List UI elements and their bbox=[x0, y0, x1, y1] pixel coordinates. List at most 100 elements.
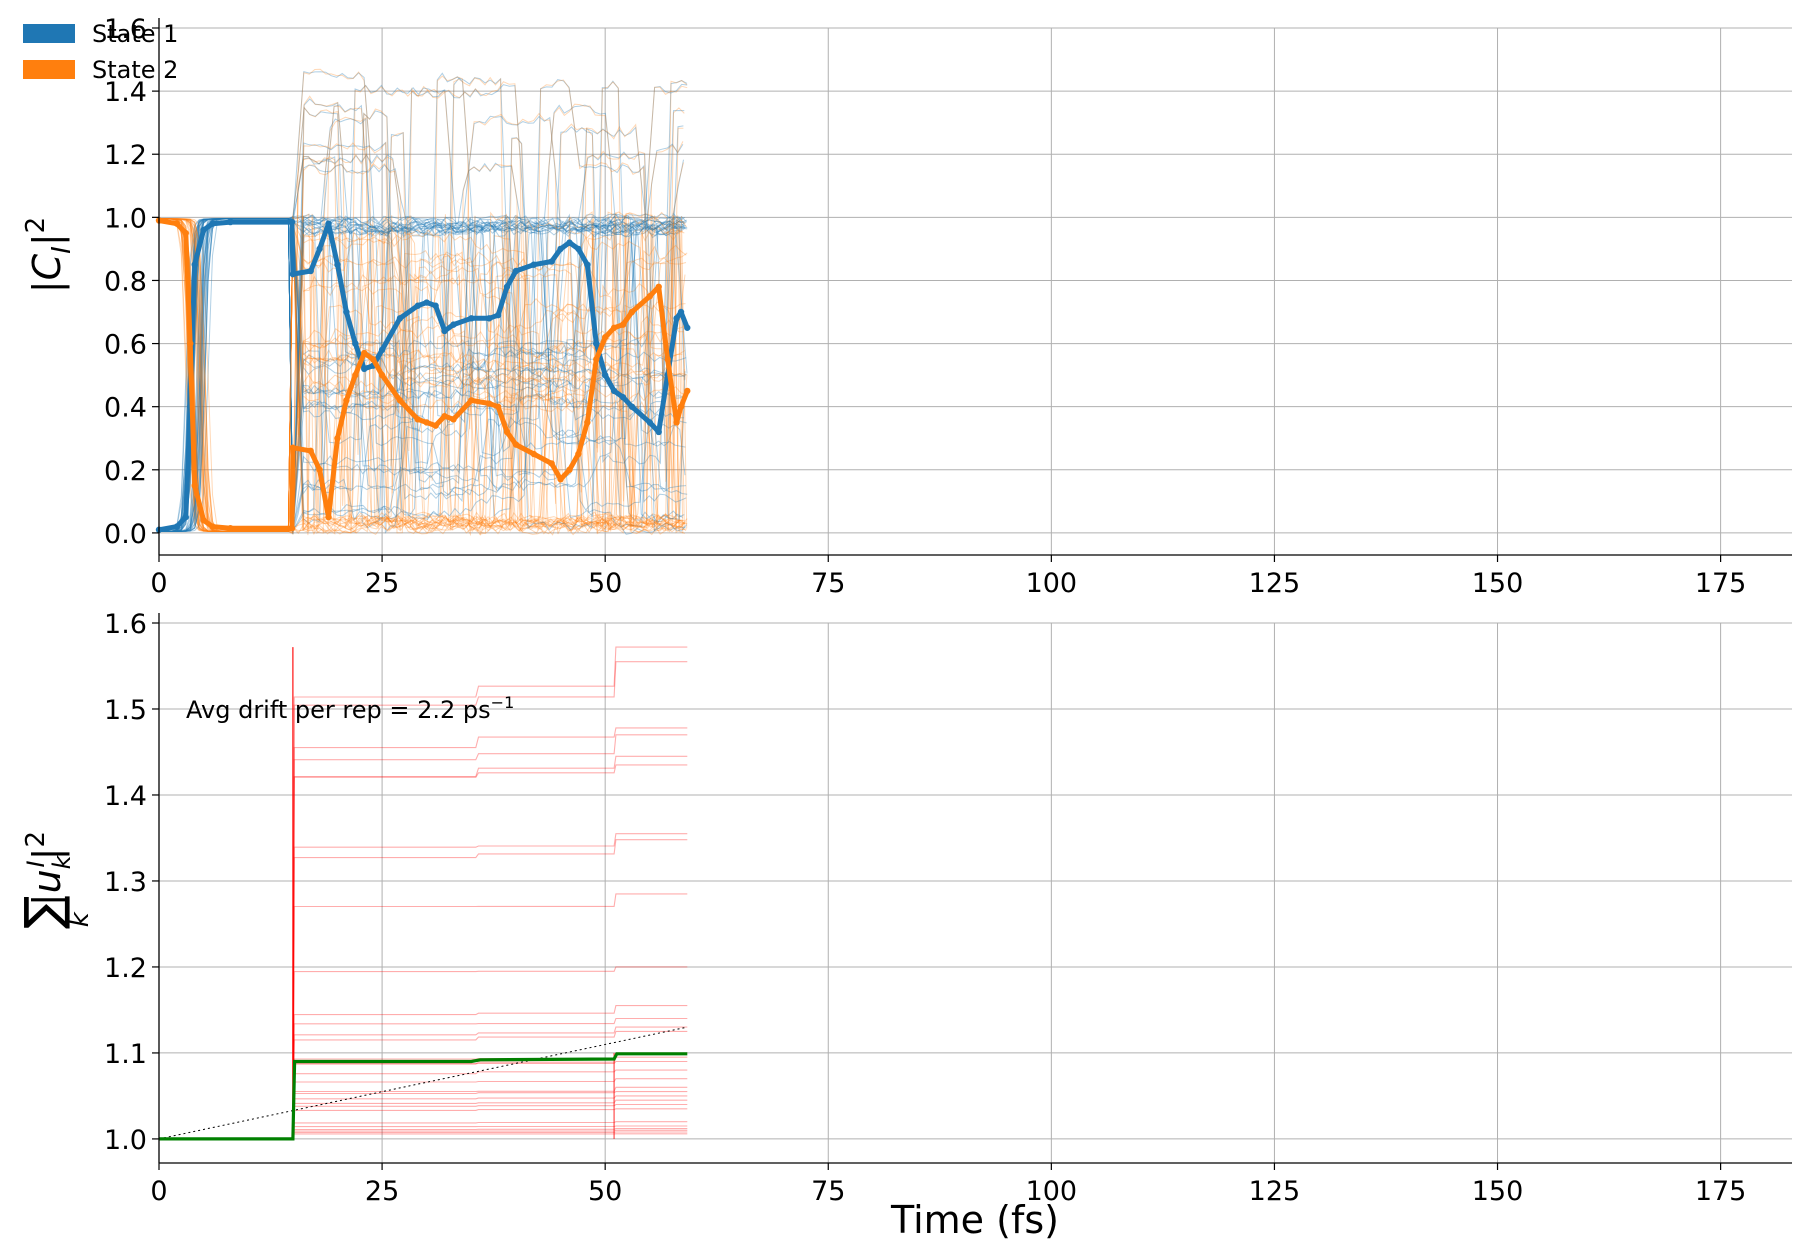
series-point-state-2 bbox=[182, 229, 189, 237]
state-2-replica-trace bbox=[159, 103, 688, 535]
state-2-replica-trace bbox=[159, 132, 688, 535]
state-1-replica-trace bbox=[159, 216, 685, 532]
state-1-replica-trace bbox=[159, 154, 687, 532]
series-point-state-1 bbox=[182, 513, 189, 521]
state-1-replica-trace bbox=[159, 83, 688, 532]
series-point-state-1 bbox=[378, 346, 386, 354]
series-point-state-2 bbox=[619, 321, 627, 328]
state-2-replica-trace bbox=[159, 214, 685, 536]
y-tick-label: 1.4 bbox=[104, 77, 147, 108]
state-1-replica-trace bbox=[159, 218, 686, 534]
series-point-state-1 bbox=[227, 218, 234, 226]
state-1-replica-trace bbox=[159, 214, 683, 532]
state-2-replica-trace bbox=[159, 215, 687, 535]
y-tick-label: 1.0 bbox=[104, 1125, 147, 1156]
series-point-state-1 bbox=[361, 365, 368, 373]
series-point-state-1 bbox=[352, 340, 359, 347]
state-2-replica-trace bbox=[159, 215, 686, 534]
series-point-state-1 bbox=[316, 245, 323, 253]
series-point-state-1 bbox=[450, 321, 457, 328]
state-1-replica-trace bbox=[159, 141, 686, 532]
series-point-state-1 bbox=[396, 315, 404, 322]
legend-label-state-2: State 2 bbox=[92, 56, 178, 84]
series-point-state-2 bbox=[361, 349, 368, 357]
y-tick-label: 1.5 bbox=[104, 695, 147, 726]
state-2-replica-trace bbox=[159, 214, 685, 532]
series-point-state-1 bbox=[288, 218, 296, 226]
replica-trace bbox=[159, 893, 688, 1140]
series-point-state-1 bbox=[566, 239, 573, 246]
top-panel-mean-series bbox=[155, 217, 691, 533]
y-tick-label: 1.2 bbox=[104, 140, 147, 171]
state-1-replica-trace bbox=[159, 213, 684, 535]
series-point-state-1 bbox=[575, 245, 582, 253]
state-1-replica-trace bbox=[159, 216, 688, 532]
state-1-replica-trace bbox=[159, 98, 687, 532]
state-1-replica-trace bbox=[159, 109, 685, 532]
state-2-replica-trace bbox=[159, 112, 685, 532]
series-point-state-1 bbox=[557, 245, 564, 253]
series-point-state-2 bbox=[450, 416, 457, 423]
series-point-state-2 bbox=[575, 450, 582, 458]
series-point-state-1 bbox=[468, 315, 475, 322]
state-1-replica-trace bbox=[159, 126, 685, 532]
series-point-state-1 bbox=[530, 261, 537, 268]
series-point-state-2 bbox=[307, 447, 314, 455]
drift-annotation: Avg drift per rep = 2.2 ps−1 bbox=[186, 693, 514, 724]
state-2-replica-trace bbox=[159, 218, 684, 534]
legend-swatch-state-2 bbox=[23, 60, 75, 79]
state-1-replica-trace bbox=[159, 215, 685, 532]
replica-trace bbox=[159, 1069, 688, 1140]
series-point-state-2 bbox=[684, 387, 691, 395]
series-point-state-2 bbox=[673, 419, 680, 426]
x-tick-label: 175 bbox=[1695, 568, 1747, 599]
series-point-state-1 bbox=[414, 302, 421, 309]
series-point-state-2 bbox=[512, 441, 520, 448]
series-point-state-1 bbox=[512, 267, 520, 275]
state-1-replica-trace bbox=[159, 104, 683, 532]
state-1-replica-trace bbox=[159, 70, 688, 532]
bottom-panel-mean-series bbox=[158, 1026, 688, 1141]
y-tick-label: 1.3 bbox=[104, 867, 147, 898]
series-point-state-2 bbox=[664, 356, 671, 363]
y-tick-label: 1.0 bbox=[104, 203, 147, 234]
state-1-replica-trace bbox=[159, 218, 687, 532]
series-point-state-1 bbox=[584, 261, 591, 268]
series-point-state-1 bbox=[191, 261, 198, 268]
y-tick-label: 0.2 bbox=[104, 456, 147, 487]
series-point-state-1 bbox=[655, 428, 662, 436]
state-2-replica-trace bbox=[159, 95, 687, 533]
x-tick-label: 25 bbox=[365, 568, 399, 599]
state-2-replica-trace bbox=[159, 218, 686, 532]
state-1-replica-trace bbox=[159, 215, 688, 532]
state-2-replica-trace bbox=[159, 218, 683, 533]
bottom-panel-axes bbox=[152, 613, 1792, 1170]
series-point-state-2 bbox=[593, 356, 600, 363]
state-1-replica-trace bbox=[159, 137, 686, 534]
state-2-replica-trace bbox=[159, 211, 684, 535]
series-point-state-1 bbox=[209, 220, 216, 227]
legend-swatch-state-1 bbox=[23, 24, 75, 43]
state-1-replica-trace bbox=[159, 159, 684, 532]
state-2-replica-trace bbox=[159, 137, 686, 535]
series-point-state-2 bbox=[289, 444, 297, 451]
series-point-state-1 bbox=[423, 299, 430, 306]
bottom-panel: 0 25 50 75 100 125 150 175 1.0 1.1 1.2 1.3 1.4 1.5 1.6… bbox=[14, 609, 1792, 1242]
state-1-replica-trace bbox=[159, 151, 683, 535]
state-1-replica-trace bbox=[159, 217, 684, 532]
legend-label-state-1: State 1 bbox=[92, 20, 178, 48]
x-tick-label: 0 bbox=[150, 568, 167, 599]
y-tick-label: 0.8 bbox=[104, 266, 147, 297]
state-2-replica-trace bbox=[159, 79, 688, 533]
series-point-state-2 bbox=[288, 524, 296, 532]
state-2-replica-trace bbox=[159, 141, 686, 535]
state-1-replica-trace bbox=[159, 131, 688, 532]
state-1-replica-trace bbox=[159, 115, 685, 532]
x-tick-label: 175 bbox=[1695, 1176, 1747, 1207]
series-point-state-1 bbox=[173, 523, 181, 530]
series-point-state-2 bbox=[325, 513, 332, 521]
state-1-replica-trace bbox=[159, 218, 685, 532]
series-point-state-1 bbox=[610, 387, 618, 395]
series-point-state-2 bbox=[414, 416, 421, 423]
